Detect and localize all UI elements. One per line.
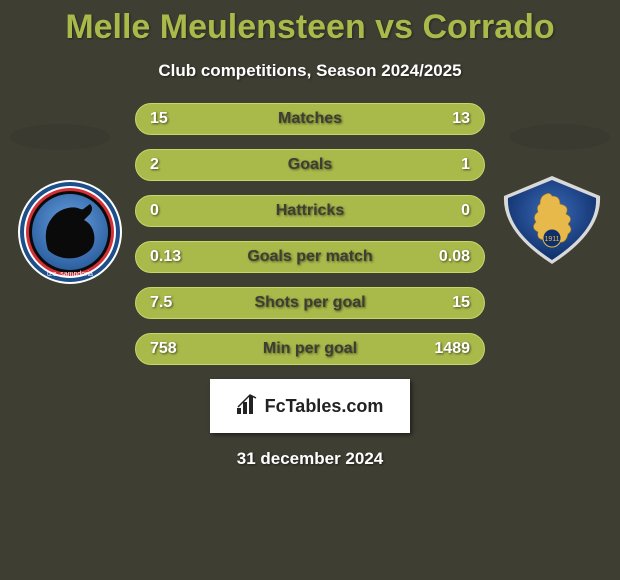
stat-right-value: 0.08: [439, 248, 470, 266]
stat-label: Goals per match: [136, 248, 484, 266]
club-badge-right: 1911: [502, 176, 602, 264]
stat-row: 7.5 Shots per goal 15: [135, 287, 485, 319]
stat-right-value: 1489: [434, 340, 470, 358]
stat-row: 758 Min per goal 1489: [135, 333, 485, 365]
stat-row: 0 Hattricks 0: [135, 195, 485, 227]
badge-right-year: 1911: [544, 236, 559, 243]
badge-left-label: u.c. sampdoria: [47, 271, 93, 278]
club-badge-left: u.c. sampdoria: [18, 180, 122, 284]
fctables-logo-icon: [237, 394, 259, 419]
brescia-badge-icon: 1911: [502, 176, 602, 264]
stat-label: Matches: [136, 110, 484, 128]
stat-right-value: 1: [461, 156, 470, 174]
stat-row: 15 Matches 13: [135, 103, 485, 135]
stat-label: Hattricks: [136, 202, 484, 220]
stat-row: 2 Goals 1: [135, 149, 485, 181]
subtitle: Club competitions, Season 2024/2025: [0, 61, 620, 81]
stat-right-value: 13: [452, 110, 470, 128]
stat-label: Min per goal: [136, 340, 484, 358]
sampdoria-badge-icon: u.c. sampdoria: [18, 180, 122, 284]
stats-list: 15 Matches 13 2 Goals 1 0 Hattricks 0 0.…: [135, 103, 485, 365]
watermark: FcTables.com: [210, 379, 410, 433]
stat-label: Goals: [136, 156, 484, 174]
comparison-card: Melle Meulensteen vs Corrado Club compet…: [0, 0, 620, 580]
shadow-ellipse-right: [510, 124, 610, 150]
stat-label: Shots per goal: [136, 294, 484, 312]
shadow-ellipse-left: [10, 124, 110, 150]
stat-right-value: 0: [461, 202, 470, 220]
stat-row: 0.13 Goals per match 0.08: [135, 241, 485, 273]
stat-right-value: 15: [452, 294, 470, 312]
page-title: Melle Meulensteen vs Corrado: [0, 0, 620, 47]
footer-date: 31 december 2024: [0, 449, 620, 469]
watermark-text: FcTables.com: [265, 396, 384, 417]
